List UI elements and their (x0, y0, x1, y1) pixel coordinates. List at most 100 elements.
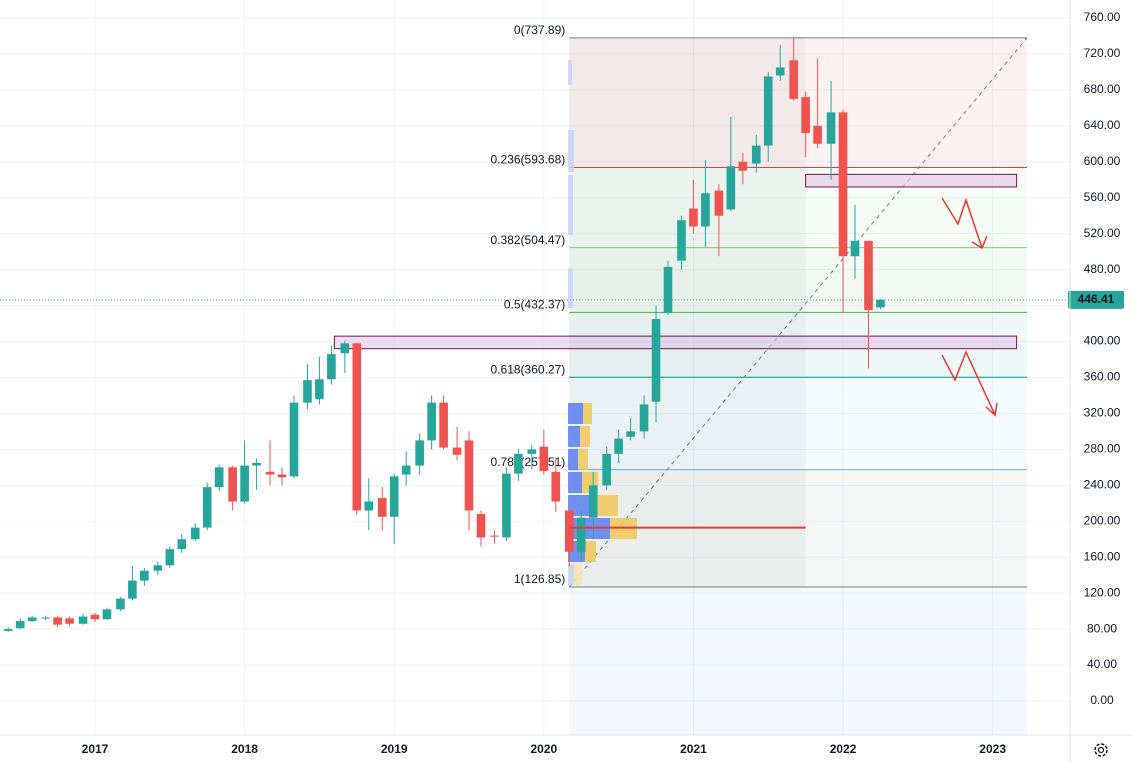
x-tick-label: 2022 (830, 742, 857, 756)
y-tick-label: 560.00 (1084, 190, 1121, 204)
candle-body (527, 449, 537, 454)
candle-body (701, 193, 710, 227)
profile-bar (585, 541, 596, 562)
candle-body (252, 462, 261, 466)
profile-bar (568, 449, 578, 470)
candle-body (490, 535, 499, 537)
candle-body (327, 354, 336, 380)
x-tick-label: 2017 (82, 742, 109, 756)
fib-level-label: 0.618(360.27) (491, 362, 566, 376)
y-tick-label: 280.00 (1084, 442, 1121, 456)
candle-body (90, 614, 100, 620)
gear-center (1097, 746, 1105, 754)
y-tick-label: 80.00 (1087, 621, 1117, 635)
fib-level-label: 1(126.85) (514, 572, 565, 586)
foreground-layer: 2017 2018 2019 2020 2021 2022 2023 0.00 40.00 80.… (0, 10, 1124, 756)
y-tick-label: 0.00 (1090, 693, 1114, 707)
candle-body (714, 190, 724, 216)
candle-body (128, 580, 137, 599)
fib-band (569, 37, 1028, 168)
fib-trend-line (568, 37, 1028, 588)
y-tick-label: 40.00 (1087, 657, 1117, 671)
candle-body (202, 487, 212, 528)
y-tick-label: 320.00 (1084, 406, 1121, 420)
candle-body (78, 616, 88, 624)
zone (805, 173, 1018, 188)
candle-body (551, 471, 561, 502)
profile-bar (568, 564, 574, 585)
candle-body (775, 67, 785, 76)
zone (333, 335, 1018, 350)
candle-body (639, 404, 649, 432)
candle-body (315, 379, 324, 400)
candle-body (140, 570, 149, 581)
candle-body (789, 60, 798, 99)
y-tick-label: 160.00 (1084, 549, 1121, 563)
candle-body (377, 497, 387, 517)
x-tick-label: 2019 (381, 742, 408, 756)
candle-body (27, 617, 37, 622)
candle-body (813, 125, 822, 144)
candle-body (826, 112, 836, 144)
y-tick-label: 600.00 (1084, 154, 1121, 168)
candle-body (651, 319, 661, 402)
candle-body (514, 453, 523, 474)
y-tick-label: 120.00 (1084, 585, 1121, 599)
y-tick-label: 720.00 (1084, 46, 1121, 60)
candle-body (464, 440, 474, 511)
candle-body (602, 453, 611, 486)
profile-bar (574, 564, 582, 585)
candle-body (401, 465, 411, 475)
profile-bar (568, 60, 572, 85)
candle-body (564, 510, 574, 552)
candle-body (53, 617, 62, 625)
fib-level-label: 0.236(593.68) (491, 153, 566, 167)
fib-level-label: 0.5(432.37) (504, 298, 565, 312)
y-tick-label: 760.00 (1084, 10, 1121, 24)
fib-level-label: 0.382(504.47) (491, 233, 566, 247)
candle-body (876, 299, 885, 308)
y-tick-label: 640.00 (1084, 118, 1121, 132)
profile-bar (568, 426, 580, 447)
arrow-head (971, 235, 988, 250)
gear (1094, 743, 1108, 757)
candle-body (364, 501, 374, 511)
profile-bar (568, 403, 583, 424)
candle-body (476, 514, 486, 538)
fib-level-label: 0.786(257.51) (491, 455, 566, 469)
candle-body (801, 97, 810, 134)
y-tick-label: 680.00 (1084, 82, 1121, 96)
candle-body (65, 618, 74, 624)
candle-body (240, 465, 249, 502)
x-tick-label: 2018 (231, 742, 258, 756)
candle-body (3, 629, 13, 631)
background-layer (0, 0, 1070, 735)
candle-body (452, 447, 462, 455)
fib-level-label: 0(737.89) (514, 23, 565, 37)
fib-band (569, 247, 1028, 313)
candle-body (588, 485, 598, 518)
candle-body (427, 402, 436, 441)
candle-body (576, 517, 586, 552)
settings-button[interactable] (1094, 743, 1108, 757)
profile-bar (568, 175, 573, 235)
candle-body (214, 467, 224, 488)
profile-bar (580, 426, 590, 447)
candle-body (265, 471, 275, 475)
profile-bar (578, 449, 588, 470)
candle-body (626, 431, 635, 437)
profile-bar (583, 403, 592, 424)
arrow (941, 197, 983, 249)
candle-body (838, 112, 848, 257)
candle-body (663, 266, 673, 313)
x-tick-label: 2020 (530, 742, 557, 756)
candle-body (228, 467, 237, 502)
candle-body (738, 161, 748, 171)
candle-body (340, 343, 350, 354)
candle-body (289, 402, 299, 477)
candle-body (303, 380, 312, 403)
candle-body (439, 402, 448, 448)
candle-body (389, 476, 399, 517)
